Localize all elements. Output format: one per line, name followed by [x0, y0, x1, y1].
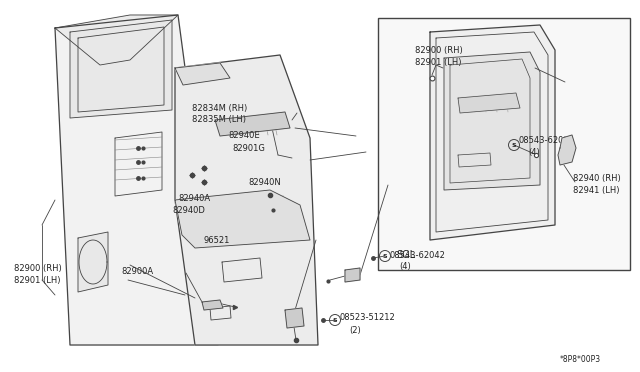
Text: 82900 (RH): 82900 (RH) [14, 263, 61, 273]
Text: 82940 (RH): 82940 (RH) [573, 173, 621, 183]
Text: 82900 (RH): 82900 (RH) [415, 45, 463, 55]
Polygon shape [285, 308, 304, 328]
Polygon shape [202, 300, 223, 310]
Text: (4): (4) [528, 148, 540, 157]
Text: 82901 (LH): 82901 (LH) [415, 58, 461, 67]
Text: SGL: SGL [396, 250, 415, 260]
Text: (4): (4) [399, 263, 411, 272]
Polygon shape [215, 112, 290, 136]
Text: 82940A: 82940A [178, 193, 210, 202]
Polygon shape [558, 135, 576, 165]
Text: 82900A: 82900A [121, 267, 153, 276]
Text: 96521: 96521 [203, 235, 229, 244]
Text: 82834M (RH): 82834M (RH) [192, 103, 247, 112]
Text: 08543-62012: 08543-62012 [519, 135, 575, 144]
Polygon shape [175, 190, 310, 248]
Polygon shape [458, 93, 520, 113]
Polygon shape [55, 15, 178, 65]
Polygon shape [55, 15, 218, 345]
Text: *8P8*00P3: *8P8*00P3 [560, 356, 601, 365]
Polygon shape [70, 20, 172, 118]
Text: 82941 (LH): 82941 (LH) [573, 186, 620, 195]
Polygon shape [345, 268, 360, 282]
Text: (2): (2) [349, 326, 361, 334]
Text: 82901 (LH): 82901 (LH) [14, 276, 61, 285]
Text: 82901G: 82901G [232, 144, 265, 153]
Text: 82940D: 82940D [172, 205, 205, 215]
Polygon shape [444, 52, 540, 190]
Text: 82835M (LH): 82835M (LH) [192, 115, 246, 124]
Text: 82940N: 82940N [248, 177, 281, 186]
Bar [378, 18, 630, 270]
Polygon shape [175, 55, 318, 345]
Polygon shape [175, 63, 230, 85]
Text: 08523-51212: 08523-51212 [340, 314, 396, 323]
Polygon shape [78, 232, 108, 292]
Text: 08543-62042: 08543-62042 [390, 250, 446, 260]
Text: S: S [383, 253, 387, 259]
Text: S: S [333, 317, 337, 323]
Text: 82940E: 82940E [228, 131, 260, 140]
Text: S: S [512, 142, 516, 148]
Polygon shape [430, 25, 555, 240]
